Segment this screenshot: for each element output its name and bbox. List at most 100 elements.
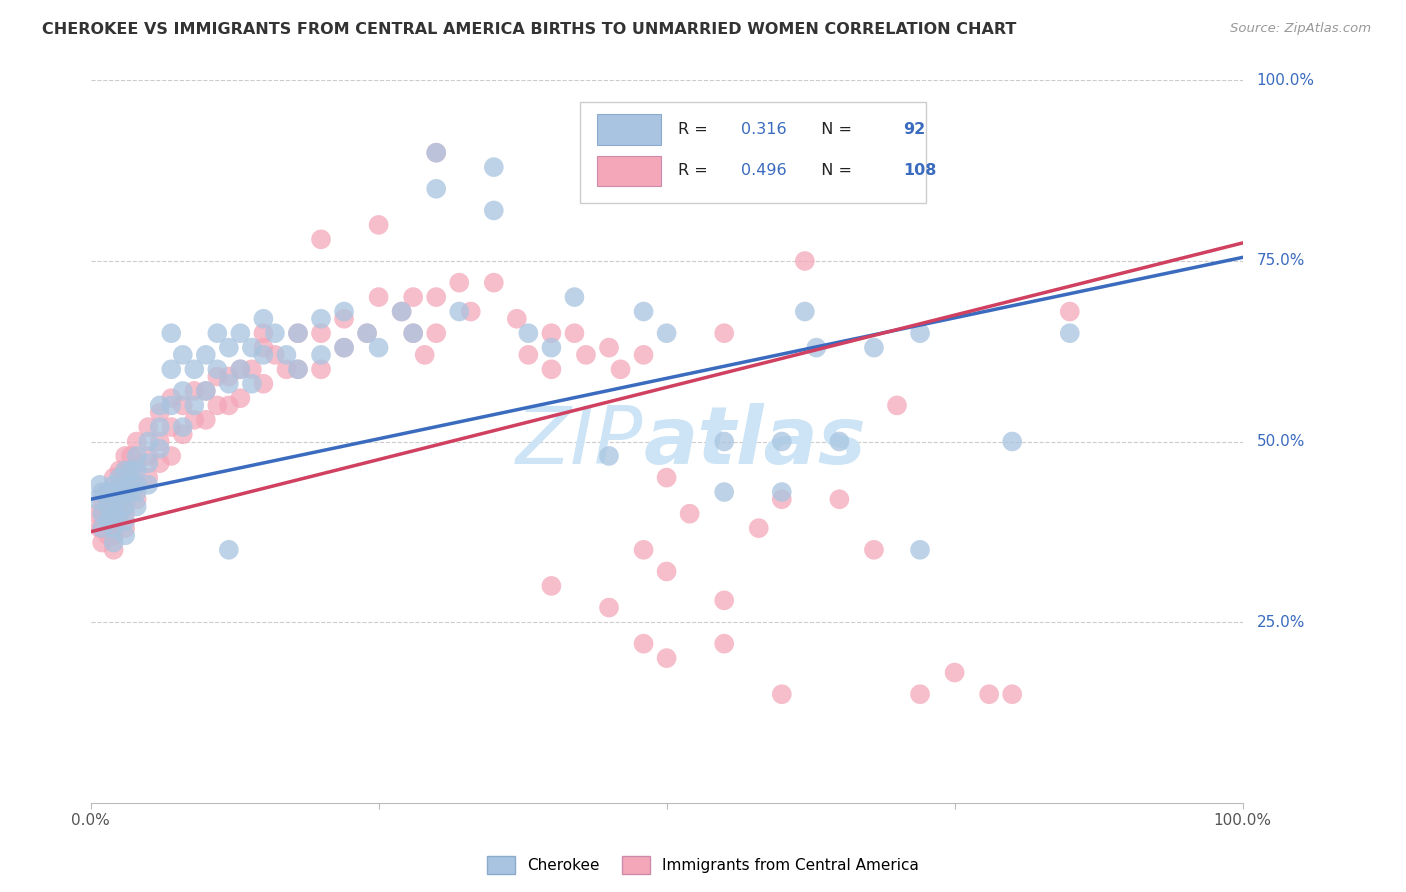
Point	[108, 470, 131, 484]
Point	[114, 500, 136, 514]
Point	[979, 687, 1001, 701]
Point	[1001, 434, 1024, 449]
Point	[97, 485, 120, 500]
Point	[97, 500, 120, 514]
Point	[103, 507, 125, 521]
Point	[425, 326, 447, 341]
Point	[229, 362, 252, 376]
Point	[103, 514, 125, 528]
Point	[333, 341, 356, 355]
Point	[425, 290, 447, 304]
Point	[207, 326, 229, 341]
Point	[194, 413, 217, 427]
Point	[264, 326, 287, 341]
Point	[633, 304, 655, 318]
Point	[240, 362, 263, 376]
Point	[218, 542, 240, 557]
Point	[183, 362, 205, 376]
Point	[103, 485, 125, 500]
Point	[564, 326, 586, 341]
Point	[125, 434, 148, 449]
Text: 25.0%: 25.0%	[1257, 615, 1305, 630]
Point	[218, 398, 240, 412]
Point	[114, 449, 136, 463]
Point	[125, 463, 148, 477]
Point	[598, 341, 620, 355]
Point	[425, 182, 447, 196]
Point	[908, 326, 931, 341]
Point	[713, 593, 735, 607]
Point	[136, 434, 159, 449]
Point	[425, 145, 447, 160]
Point	[149, 420, 172, 434]
Point	[207, 362, 229, 376]
Point	[207, 398, 229, 412]
Point	[540, 362, 562, 376]
Point	[114, 507, 136, 521]
Point	[713, 637, 735, 651]
Point	[160, 362, 183, 376]
Point	[655, 651, 678, 665]
Point	[517, 348, 540, 362]
Point	[103, 500, 125, 514]
Point	[125, 449, 148, 463]
Point	[194, 348, 217, 362]
Text: atlas: atlas	[644, 402, 866, 481]
Point	[91, 535, 114, 549]
Text: R =: R =	[678, 163, 713, 178]
Point	[655, 565, 678, 579]
Point	[103, 492, 125, 507]
Point	[240, 376, 263, 391]
Point	[108, 507, 131, 521]
Point	[886, 398, 908, 412]
Point	[309, 348, 332, 362]
Point	[309, 362, 332, 376]
Point	[540, 341, 562, 355]
Text: 0.496: 0.496	[741, 163, 787, 178]
Point	[679, 507, 702, 521]
Point	[609, 362, 631, 376]
Point	[108, 478, 131, 492]
Point	[482, 160, 505, 174]
Point	[91, 492, 114, 507]
Point	[125, 500, 148, 514]
Point	[86, 507, 108, 521]
Point	[356, 326, 378, 341]
Point	[120, 470, 142, 484]
Point	[863, 542, 886, 557]
FancyBboxPatch shape	[581, 103, 925, 203]
Point	[1059, 304, 1081, 318]
Text: N =: N =	[811, 163, 856, 178]
Point	[108, 492, 131, 507]
Point	[120, 449, 142, 463]
Point	[97, 514, 120, 528]
Point	[108, 492, 131, 507]
Point	[333, 304, 356, 318]
Point	[449, 276, 471, 290]
Point	[194, 384, 217, 398]
Point	[482, 276, 505, 290]
Point	[207, 369, 229, 384]
Point	[655, 470, 678, 484]
Point	[276, 348, 298, 362]
Point	[229, 391, 252, 405]
Point	[160, 449, 183, 463]
Point	[114, 463, 136, 477]
Point	[252, 348, 274, 362]
Point	[828, 492, 851, 507]
Point	[309, 311, 332, 326]
Point	[333, 311, 356, 326]
Point	[172, 384, 194, 398]
Point	[229, 362, 252, 376]
Point	[183, 413, 205, 427]
Point	[91, 507, 114, 521]
Point	[149, 434, 172, 449]
Point	[633, 348, 655, 362]
Point	[402, 290, 425, 304]
Text: N =: N =	[811, 122, 856, 137]
Point	[240, 341, 263, 355]
Point	[160, 326, 183, 341]
Point	[103, 485, 125, 500]
Point	[172, 348, 194, 362]
Text: 100.0%: 100.0%	[1257, 73, 1315, 88]
